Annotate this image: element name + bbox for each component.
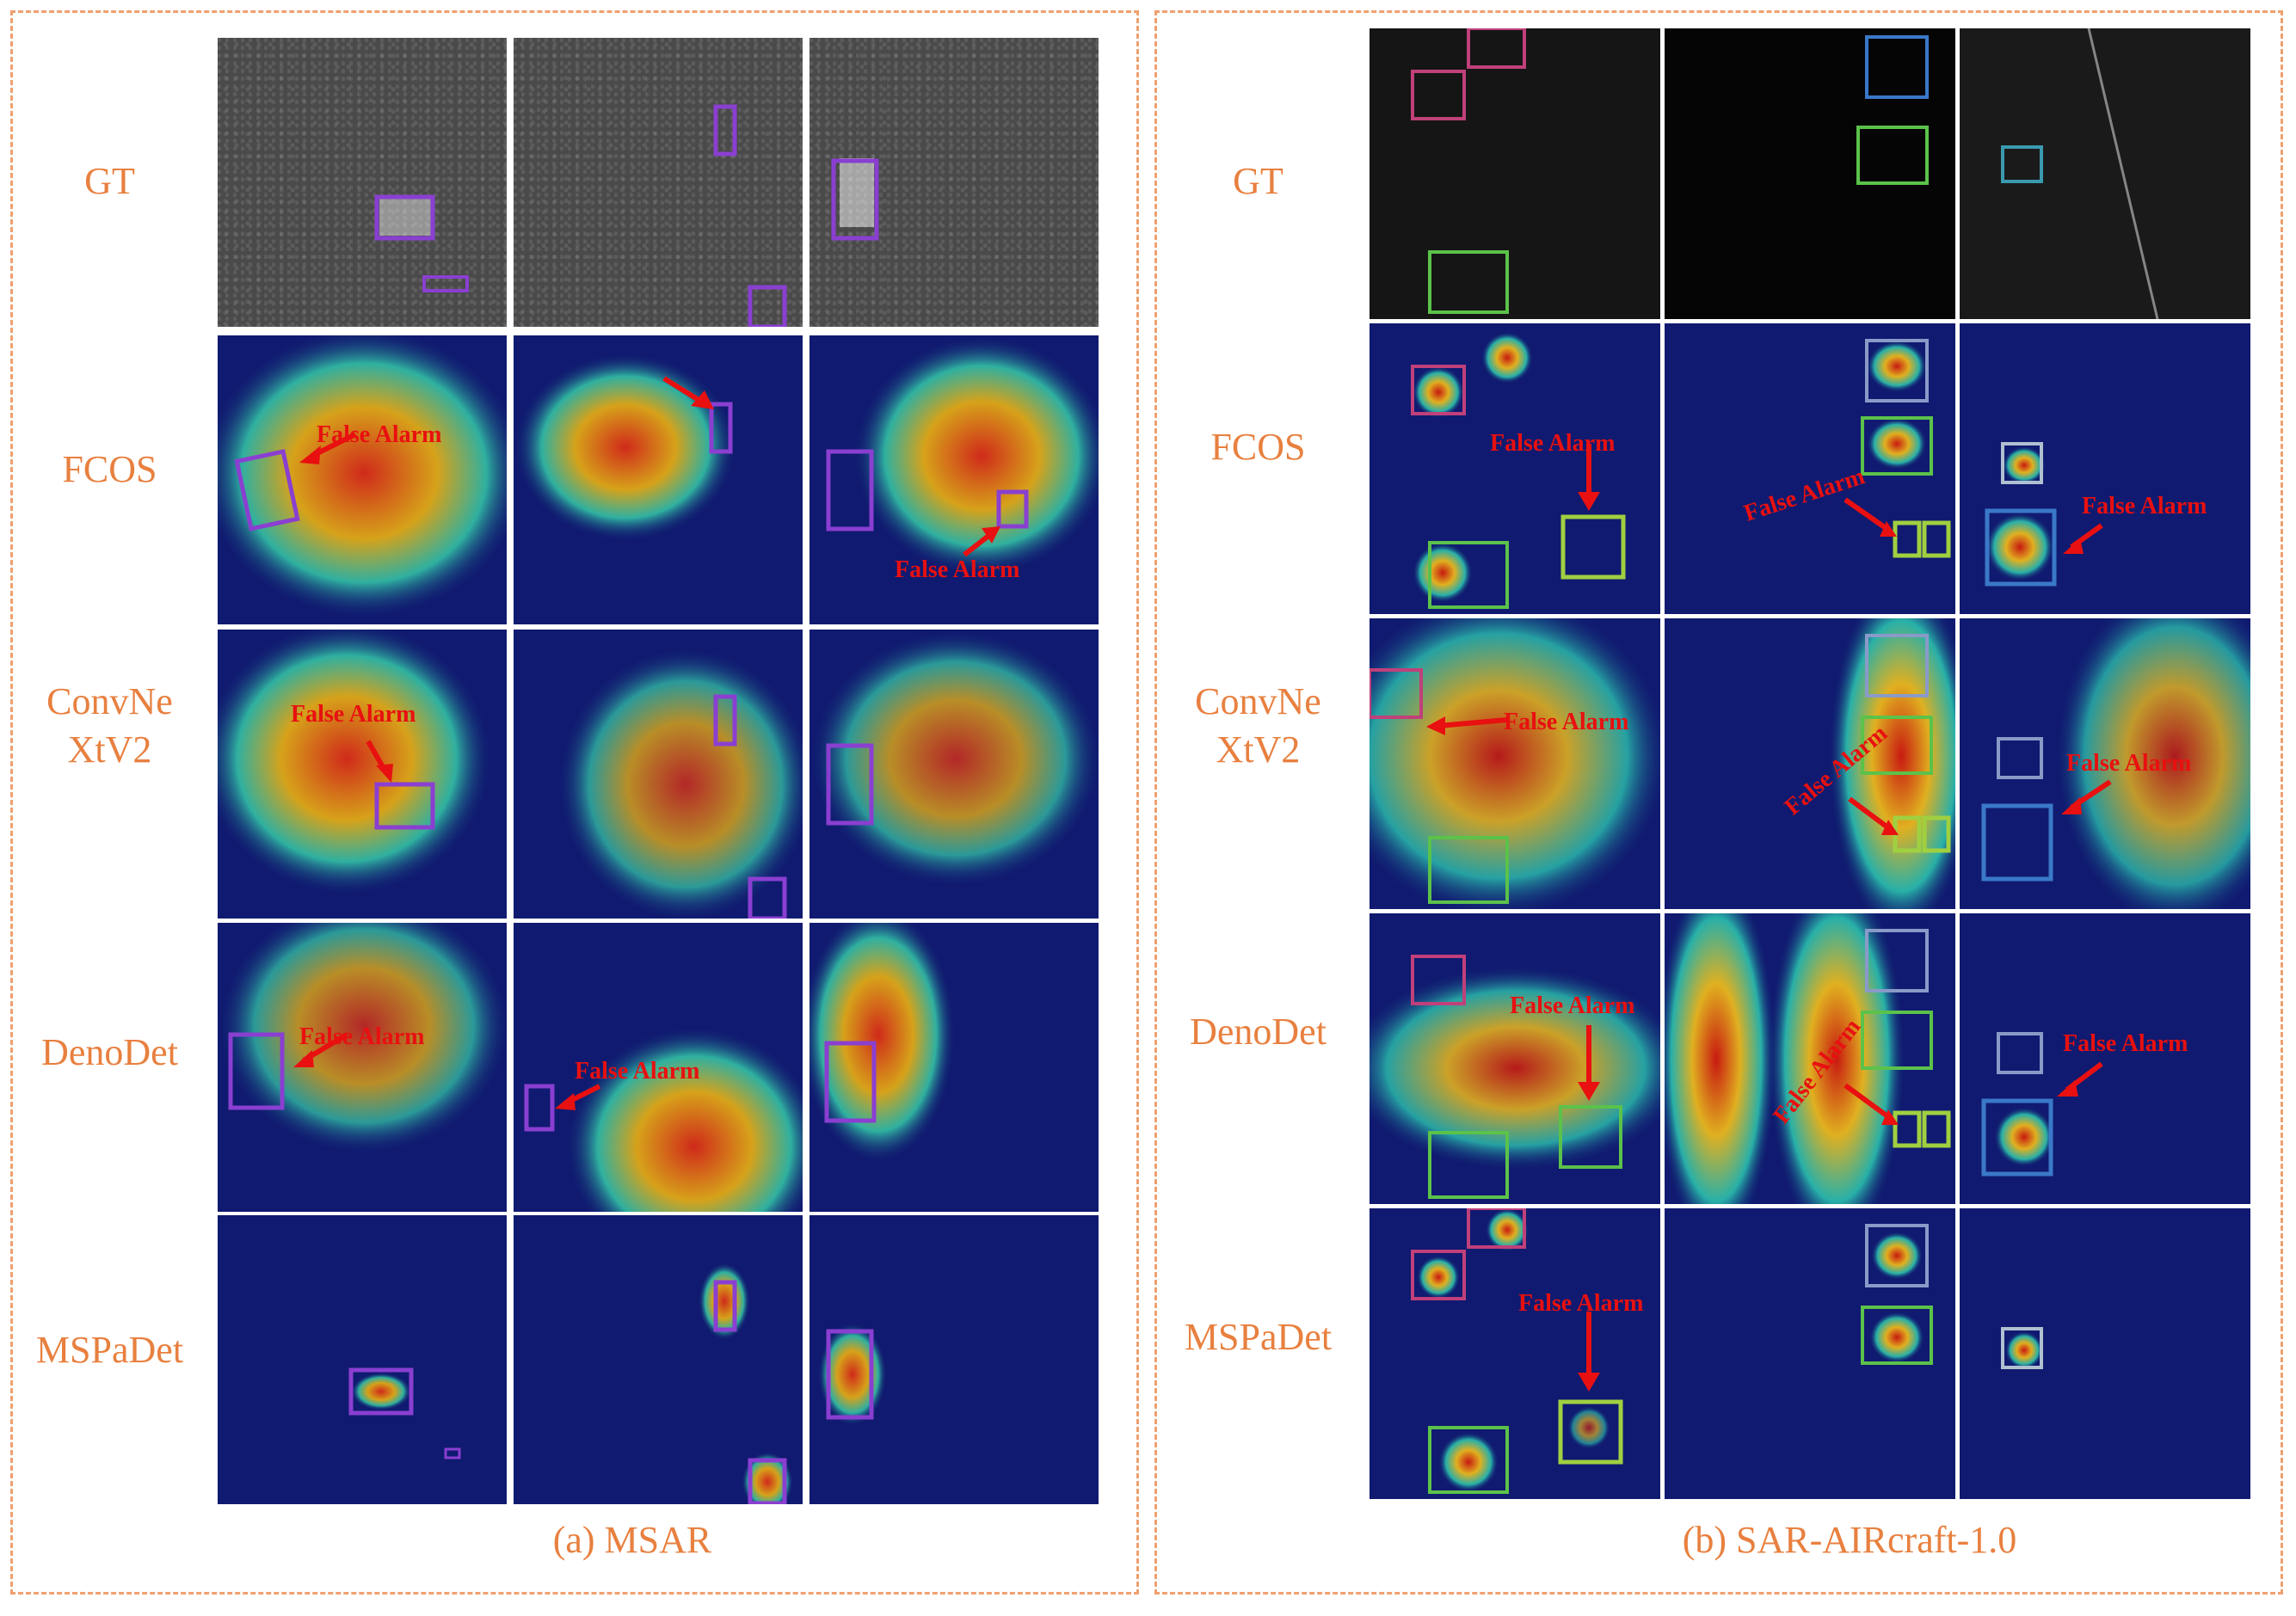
false-alarm-b-convnextv2-3: False Alarm (2066, 750, 2192, 777)
false-alarm-b-mspadet: False Alarm (1518, 1290, 1644, 1317)
tile-b-fcos-2 (1665, 323, 1955, 614)
row-label-gt-b: GT (1233, 160, 1283, 202)
false-alarm-a-fcos-1: False Alarm (317, 421, 442, 448)
tile-a-denodet-3 (809, 923, 1099, 1212)
tile-a-fcos-2 (514, 335, 803, 624)
tile-a-mspadet-1 (218, 1215, 507, 1504)
tile-b-gt-3 (1960, 28, 2250, 319)
tile-a-gt-3 (809, 38, 1099, 327)
tile-a-fcos-3 (809, 335, 1099, 624)
tile-a-gt-2 (514, 38, 803, 327)
false-alarm-a-denodet-1: False Alarm (299, 1023, 425, 1050)
tile-a-convnextv2-1 (218, 630, 507, 919)
row-label-convnextv2-a: ConvNe XtV2 (46, 680, 173, 771)
tile-a-denodet-2 (514, 923, 803, 1212)
false-alarm-a-fcos-2: False Alarm (895, 556, 1020, 583)
tile-b-convnextv2-2 (1665, 618, 1955, 909)
false-alarm-b-fcos-1: False Alarm (1490, 430, 1616, 457)
row-label-fcos-a: FCOS (62, 448, 157, 490)
row-label-denodet-a: DenoDet (41, 1031, 178, 1073)
row-label-mspadet-a: MSPaDet (35, 1329, 184, 1371)
tile-b-convnextv2-3 (1960, 618, 2250, 909)
caption-msar: (a) MSAR (552, 1519, 712, 1561)
false-alarm-b-denodet-1: False Alarm (1510, 992, 1635, 1019)
tile-a-fcos-1 (218, 335, 507, 624)
row-label-gt-a: GT (84, 160, 135, 202)
tile-b-mspadet-2 (1665, 1208, 1955, 1499)
tile-b-mspadet-1 (1370, 1208, 1660, 1499)
tile-b-denodet-2 (1665, 913, 1955, 1204)
caption-sar-aircraft: (b) SAR-AIRcraft-1.0 (1682, 1519, 2017, 1561)
false-alarm-a-convnextv2: False Alarm (291, 701, 416, 728)
tile-b-gt-1 (1370, 28, 1660, 319)
tile-a-gt-1 (218, 38, 507, 327)
tile-a-convnextv2-3 (809, 630, 1099, 919)
panel-sar-aircraft (1154, 10, 2283, 1594)
false-alarm-b-denodet-3: False Alarm (2063, 1030, 2188, 1057)
tile-b-denodet-1 (1370, 913, 1660, 1204)
false-alarm-a-denodet-2: False Alarm (575, 1058, 700, 1085)
tile-b-gt-2 (1665, 28, 1955, 319)
tile-b-fcos-3 (1960, 323, 2250, 614)
tile-a-denodet-1 (218, 923, 507, 1212)
tile-b-mspadet-3 (1960, 1208, 2250, 1499)
row-label-mspadet-b: MSPaDet (1184, 1316, 1333, 1358)
false-alarm-b-convnextv2-1: False Alarm (1504, 709, 1629, 735)
tile-b-convnextv2-1 (1370, 618, 1660, 909)
row-label-denodet-b: DenoDet (1190, 1011, 1327, 1053)
row-label-fcos-b: FCOS (1210, 426, 1306, 468)
tile-b-denodet-3 (1960, 913, 2250, 1204)
row-label-convnextv2-b: ConvNe XtV2 (1195, 680, 1321, 771)
tile-a-convnextv2-2 (514, 630, 803, 919)
panel-msar (10, 10, 1139, 1594)
tile-a-mspadet-2 (514, 1215, 803, 1504)
tile-b-fcos-1 (1370, 323, 1660, 614)
false-alarm-b-fcos-3: False Alarm (2082, 493, 2207, 519)
tile-a-mspadet-3 (809, 1215, 1099, 1504)
